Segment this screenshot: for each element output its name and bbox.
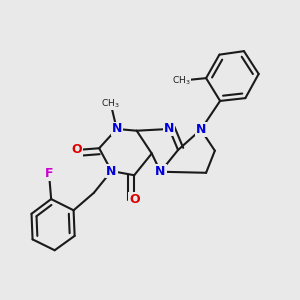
Text: O: O xyxy=(71,143,82,157)
Text: CH$_3$: CH$_3$ xyxy=(101,98,120,110)
Text: N: N xyxy=(106,164,117,178)
Text: CH$_3$: CH$_3$ xyxy=(172,74,191,87)
Text: N: N xyxy=(155,165,166,178)
Text: O: O xyxy=(129,193,140,206)
Text: F: F xyxy=(45,167,53,180)
Text: N: N xyxy=(164,122,175,136)
Text: N: N xyxy=(112,122,122,136)
Text: N: N xyxy=(196,123,206,136)
